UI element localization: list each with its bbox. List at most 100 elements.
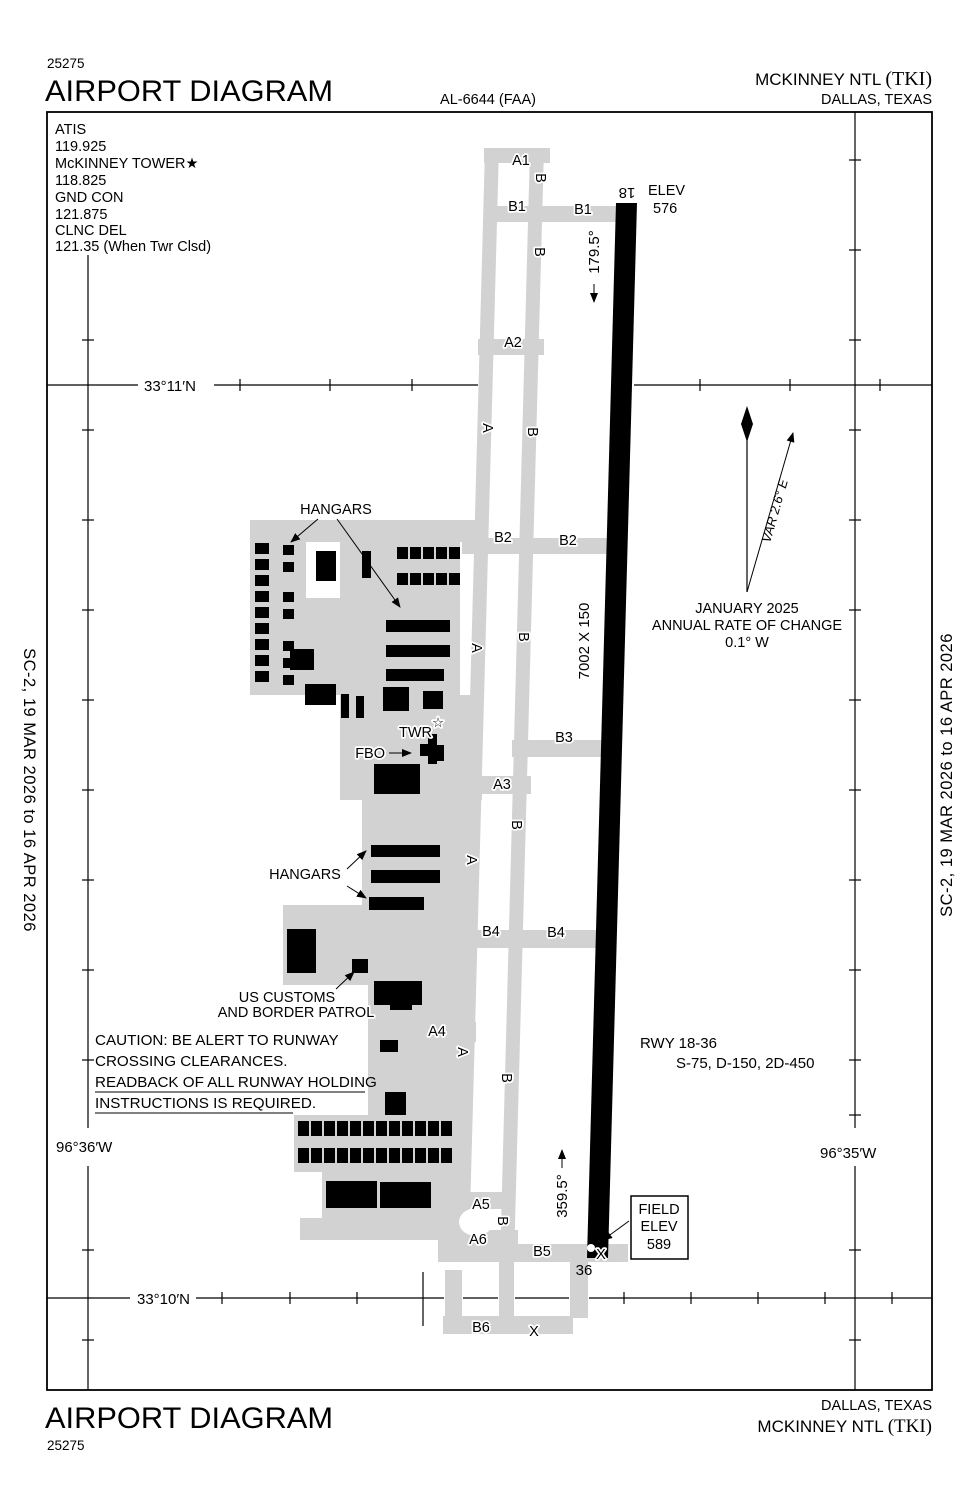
taxiway-label-b4: B4 <box>482 924 500 940</box>
procedure-id: AL-6644 (FAA) <box>440 92 536 108</box>
taxiway-label-b6: B6 <box>472 1320 490 1336</box>
taxiway-label-b1: B1 <box>508 199 526 215</box>
lat-north-label: 33°11′N <box>144 378 196 395</box>
comm-line: 121.875 <box>55 207 107 223</box>
true-north-arrowhead <box>741 406 753 442</box>
closed-taxiway-x: X <box>596 1247 606 1263</box>
chart-code-top: 25275 <box>47 56 85 71</box>
taxiway-label-b4: B4 <box>547 925 565 941</box>
runway-id-line: RWY 18-36 <box>640 1035 717 1052</box>
annual-rate-label: ANNUAL RATE OF CHANGE <box>652 618 842 634</box>
caution-note: CAUTION: BE ALERT TO RUNWAY CROSSING CLE… <box>95 1032 377 1114</box>
taxiway-letter-a: A <box>468 643 484 653</box>
runway-annotations: 18 36 ELEV 576 7002 X 150 179.5° 359.5° … <box>554 183 814 1279</box>
coordinate-labels: 33°11′N 33°10′N 96°36′W 96°35′W <box>56 378 877 1308</box>
taxiway-label-a1: A1 <box>512 153 530 169</box>
runway-dimensions: 7002 X 150 <box>576 603 593 680</box>
airport-name-top: MCKINNEY NTL <box>755 70 881 89</box>
footer: AIRPORT DIAGRAM 25275 DALLAS, TEXAS MCKI… <box>45 1398 932 1453</box>
facility-labels: HANGARS HANGARS US CUSTOMS AND BORDER PA… <box>216 500 446 1023</box>
tower-label: TWR <box>399 725 432 741</box>
magnetic-variation-label: VAR 2.6° E <box>758 477 790 544</box>
airport-title-top: MCKINNEY NTL (TKI) <box>755 68 932 90</box>
apron-taxiway-pavement <box>250 148 628 1334</box>
map-frame <box>46 111 933 1391</box>
hangars-label-south: HANGARS <box>269 867 341 883</box>
taxiway-island <box>459 1208 493 1236</box>
field-elev-line1: FIELD <box>638 1202 679 1218</box>
closed-taxiway-x: X <box>529 1324 539 1340</box>
taxiway-letter-a: A <box>463 855 479 865</box>
buildings <box>255 543 460 1208</box>
runway-threshold-dot <box>587 1244 595 1252</box>
field-elev-box <box>630 1195 689 1260</box>
comm-line: McKINNEY TOWER★ <box>55 156 199 172</box>
runway-number-18: 18 <box>619 184 636 201</box>
graticule <box>47 112 932 1390</box>
airport-code-bottom: (TKI) <box>888 1416 932 1437</box>
tower-star-icon: ☆ <box>432 715 444 730</box>
runway-number-36: 36 <box>576 1262 593 1279</box>
us-customs-label-line1: US CUSTOMS <box>239 990 335 1006</box>
chart-code-bottom: 25275 <box>47 1438 85 1453</box>
header: 25275 AIRPORT DIAGRAM AL-6644 (FAA) MCKI… <box>45 56 932 108</box>
us-customs-label-line2: AND BORDER PATROL <box>218 1005 375 1021</box>
taxiway-letter-b: B <box>508 820 524 830</box>
airport-title-bottom: MCKINNEY NTL (TKI) <box>757 1416 932 1437</box>
taxiway-letter-b: B <box>532 173 548 183</box>
taxiway-label-a2: A2 <box>504 335 522 351</box>
comm-line: ATIS <box>55 122 86 138</box>
variation-date: JANUARY 2025 <box>695 601 798 617</box>
caution-line3: READBACK OF ALL RUNWAY HOLDING <box>95 1074 377 1091</box>
comm-line: CLNC DEL <box>55 223 127 239</box>
taxiway-letter-b: B <box>515 632 531 642</box>
comm-line: GND CON <box>55 190 123 206</box>
taxiway-letter-b: B <box>524 427 540 437</box>
comm-line: 118.825 <box>55 173 106 189</box>
taxiway-label-a3: A3 <box>493 777 511 793</box>
field-elev-line3: 589 <box>647 1237 671 1253</box>
taxiway-letter-a: A <box>479 423 495 433</box>
taxiway-label-a4: A4 <box>428 1024 446 1040</box>
lon-east-label: 96°35′W <box>820 1145 877 1162</box>
elev-north-label: ELEV <box>648 183 685 199</box>
taxiway-labels: A1 B1 B1 A2 B2 B2 B3 A3 B4 B4 A4 A5 A6 B… <box>426 151 608 1342</box>
elev-north-value: 576 <box>653 201 677 217</box>
comm-line: 119.925 <box>55 139 106 155</box>
taxiway-letter-b: B <box>531 247 547 257</box>
taxiway-letter-b: B <box>498 1073 514 1083</box>
lon-west-label: 96°36′W <box>56 1139 113 1156</box>
hangars-label-north: HANGARS <box>300 502 372 518</box>
field-elev-line2: ELEV <box>640 1219 677 1235</box>
comm-box: ATIS 119.925 McKINNEY TOWER★ 118.825 GND… <box>55 122 211 255</box>
taxiway-label-a5: A5 <box>472 1197 490 1213</box>
caution-line1: CAUTION: BE ALERT TO RUNWAY <box>95 1032 339 1049</box>
airport-city-bottom: DALLAS, TEXAS <box>821 1398 932 1414</box>
runway-heading-north: 359.5° <box>554 1174 571 1218</box>
side-text-right: SC-2, 19 MAR 2026 to 16 APR 2026 <box>938 633 956 917</box>
magnetic-north-arrow <box>746 432 795 593</box>
lat-south-label: 33°10′N <box>137 1291 190 1308</box>
runway-18-36 <box>587 203 637 1258</box>
taxiway-letter-a: A <box>454 1047 470 1057</box>
airport-city-top: DALLAS, TEXAS <box>821 92 932 108</box>
comm-line: 121.35 (When Twr Clsd) <box>55 239 211 255</box>
runway-strength-line: S-75, D-150, 2D-450 <box>676 1055 814 1072</box>
taxiway-label-b1: B1 <box>574 202 592 218</box>
taxiway-label-b2: B2 <box>559 533 577 549</box>
fbo-label: FBO <box>355 746 385 762</box>
taxiway-letter-b: B <box>494 1216 510 1226</box>
taxiway-label-b2: B2 <box>494 530 512 546</box>
annual-rate-value: 0.1° W <box>725 635 769 651</box>
runway-heading-south: 179.5° <box>586 230 603 274</box>
caution-line2: CROSSING CLEARANCES. <box>95 1053 287 1070</box>
airport-code-top: (TKI) <box>885 68 932 90</box>
taxiway-label-b5: B5 <box>533 1244 551 1260</box>
airport-name-bottom: MCKINNEY NTL <box>757 1417 883 1436</box>
caution-line4: INSTRUCTIONS IS REQUIRED. <box>95 1095 316 1112</box>
side-text-left: SC-2, 19 MAR 2026 to 16 APR 2026 <box>20 648 38 932</box>
taxiway-label-b3: B3 <box>555 730 573 746</box>
taxiway-label-a6: A6 <box>469 1232 487 1248</box>
